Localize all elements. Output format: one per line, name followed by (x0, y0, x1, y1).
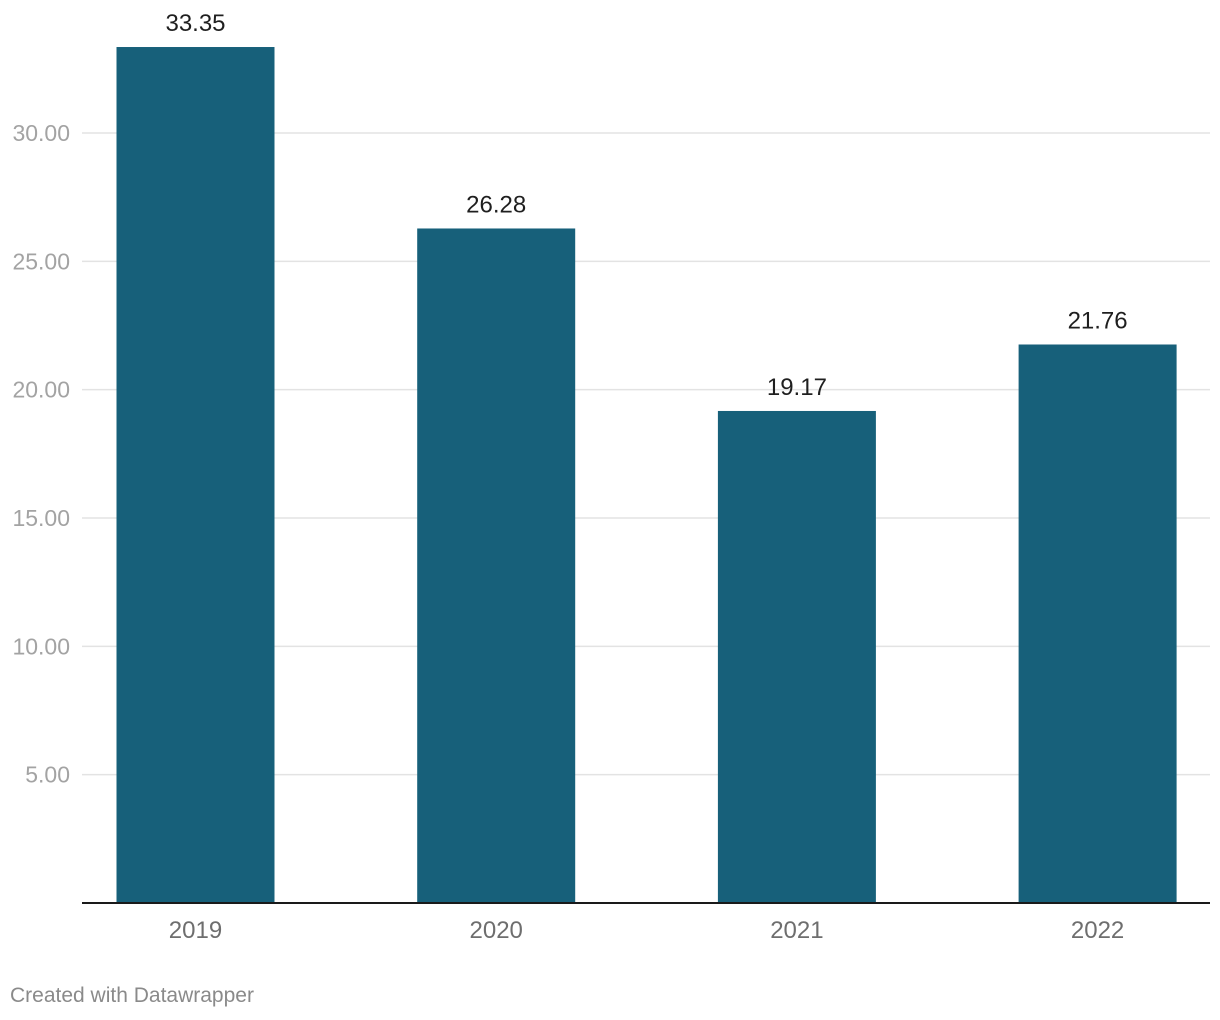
y-tick-label: 25.00 (12, 248, 70, 274)
y-tick-label: 5.00 (25, 762, 70, 788)
value-label-2021: 19.17 (767, 374, 827, 401)
bars (116, 47, 1177, 904)
value-label-2022: 21.76 (1068, 307, 1128, 334)
bar-2019 (116, 47, 275, 904)
bar-2022 (1018, 344, 1177, 903)
y-tick-label: 20.00 (12, 377, 70, 403)
bar-2021 (717, 410, 876, 903)
chart-canvas: 5.00 10.00 15.00 20.00 25.00 30.00 33.35 26.28… (12, 10, 1210, 944)
value-labels: 33.35 26.28 19.17 21.76 (165, 10, 1127, 401)
x-tick-label-2020: 2020 (470, 917, 523, 944)
x-axis-ticks: 2019 2020 2021 2022 (169, 917, 1124, 944)
value-label-2020: 26.28 (466, 191, 526, 218)
x-tick-label-2019: 2019 (169, 917, 222, 944)
x-tick-label-2021: 2021 (770, 917, 823, 944)
x-tick-label-2022: 2022 (1071, 917, 1124, 944)
y-tick-label: 30.00 (12, 120, 70, 146)
bar-2020 (417, 228, 576, 904)
y-axis-ticks: 5.00 10.00 15.00 20.00 25.00 30.00 (12, 120, 70, 788)
credit-text: Created with Datawrapper (10, 984, 254, 1007)
value-label-2019: 33.35 (165, 10, 225, 37)
y-tick-label: 10.00 (12, 633, 70, 659)
y-tick-label: 15.00 (12, 505, 70, 531)
